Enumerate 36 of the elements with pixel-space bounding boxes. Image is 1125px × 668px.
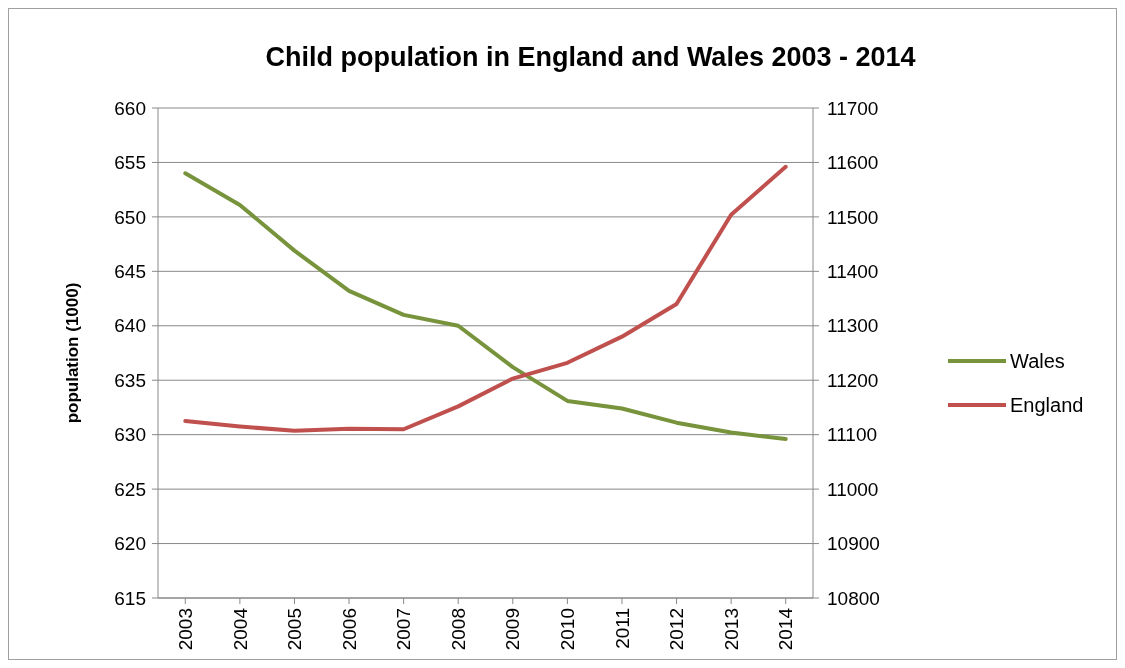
y-tick-label: 645 <box>114 260 146 282</box>
y-tick-label: 620 <box>114 533 146 555</box>
y2-tick-label: 11200 <box>827 369 879 391</box>
y-tick-label: 650 <box>114 206 146 228</box>
x-tick-label: 2009 <box>502 608 524 651</box>
y2-tick-label: 10800 <box>827 587 880 609</box>
x-tick-label: 2012 <box>666 608 688 651</box>
y-tick-label: 640 <box>114 315 146 337</box>
x-tick-label: 2005 <box>284 608 306 651</box>
legend-label: England <box>1010 394 1084 416</box>
y2-tick-label: 11700 <box>827 97 879 119</box>
x-tick-label: 2010 <box>557 608 579 651</box>
x-tick-label: 2011 <box>611 608 633 649</box>
x-tick-label: 2014 <box>775 607 797 651</box>
y-tick-label: 660 <box>114 97 146 119</box>
y2-tick-label: 11000 <box>827 478 879 500</box>
x-tick-label: 2006 <box>338 608 360 651</box>
y2-tick-label: 11400 <box>827 260 879 282</box>
chart-title: Child population in England and Wales 2003 - 2014 <box>265 42 916 72</box>
y-tick-label: 625 <box>114 478 146 500</box>
y-tick-label: 655 <box>114 152 146 174</box>
x-tick-label: 2008 <box>447 608 469 651</box>
y2-tick-label: 11500 <box>827 206 879 228</box>
y2-tick-label: 10900 <box>827 533 880 555</box>
y-tick-label: 635 <box>114 369 146 391</box>
y2-tick-label: 11600 <box>827 152 879 174</box>
y2-tick-label: 11100 <box>827 424 878 446</box>
x-tick-label: 2004 <box>229 607 251 651</box>
x-tick-label: 2003 <box>174 608 196 651</box>
y-tick-label: 630 <box>114 424 146 446</box>
x-tick-label: 2007 <box>393 608 415 651</box>
y-axis-title: population (1000) <box>63 282 82 424</box>
x-tick-label: 2013 <box>720 608 742 651</box>
legend-label: Wales <box>1010 350 1065 372</box>
y-tick-label: 615 <box>114 587 146 609</box>
y2-tick-label: 11300 <box>827 315 879 337</box>
